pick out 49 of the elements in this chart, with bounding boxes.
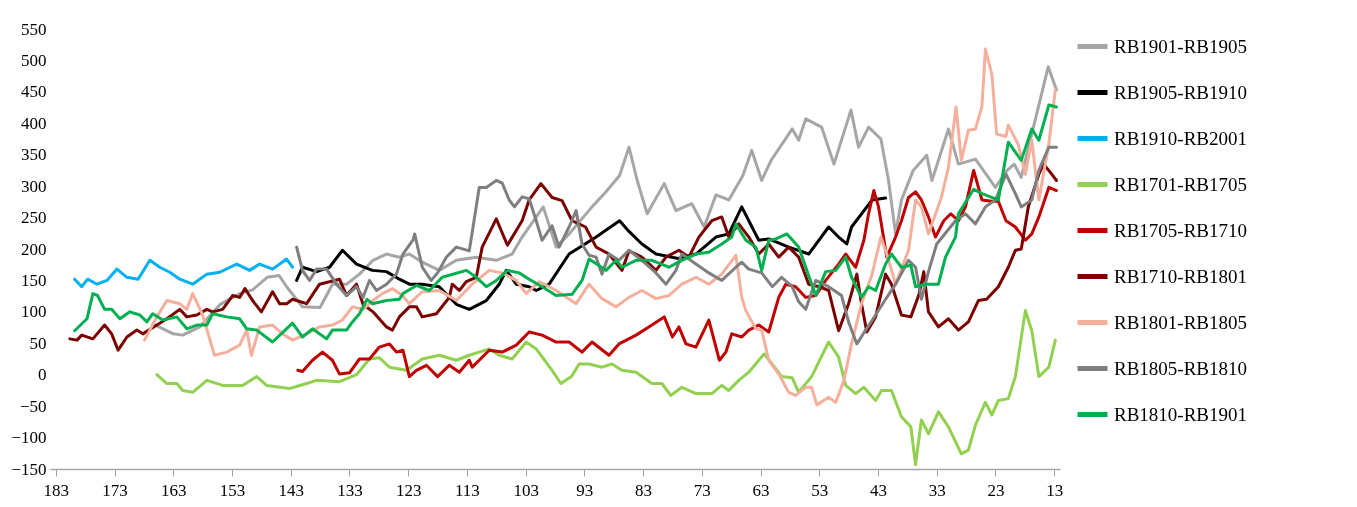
x-tick-label: 143 xyxy=(278,480,305,500)
legend-label: RB1701-RB1705 xyxy=(1114,173,1248,195)
y-tick-label: 50 xyxy=(29,333,47,353)
legend-label: RB1810-RB1901 xyxy=(1114,403,1248,425)
x-tick-label: 113 xyxy=(454,480,480,500)
x-tick-label: 83 xyxy=(635,480,653,500)
legend-label: RB1901-RB1905 xyxy=(1114,35,1248,57)
legend-label: RB1710-RB1801 xyxy=(1114,265,1248,287)
x-tick-label: 43 xyxy=(869,480,887,500)
x-tick-label: 163 xyxy=(161,480,187,500)
legend-label: RB1905-RB1910 xyxy=(1114,81,1248,103)
line-series xyxy=(296,168,1058,379)
y-tick-label: 400 xyxy=(21,113,47,133)
y-tick-label: 250 xyxy=(21,208,47,228)
y-tick-label: 350 xyxy=(21,145,47,165)
legend-label: RB1910-RB2001 xyxy=(1114,127,1248,149)
y-tick-label: 150 xyxy=(21,270,47,290)
y-tick-label: 550 xyxy=(21,19,47,39)
y-tick-label: −150 xyxy=(11,459,47,479)
x-tick-label: 153 xyxy=(219,480,246,500)
legend-label: RB1705-RB1710 xyxy=(1114,219,1248,241)
y-tick-label: −50 xyxy=(19,396,47,416)
x-tick-label: 13 xyxy=(1046,480,1064,500)
x-tick-label: 123 xyxy=(395,480,422,500)
y-tick-label: 200 xyxy=(21,239,47,259)
y-tick-label: 100 xyxy=(21,302,47,322)
y-tick-label: 500 xyxy=(21,50,47,70)
x-tick-label: 173 xyxy=(102,480,128,500)
legend-label: RB1805-RB1810 xyxy=(1114,357,1248,379)
y-tick-label: 300 xyxy=(21,176,47,196)
x-tick-label: 23 xyxy=(987,480,1005,500)
y-tick-label: 450 xyxy=(21,82,47,102)
x-tick-label: 133 xyxy=(337,480,363,500)
line-series xyxy=(143,47,1057,407)
x-tick-label: 33 xyxy=(928,480,946,500)
x-tick-label: 183 xyxy=(43,480,70,500)
line-series xyxy=(151,65,1058,337)
x-tick-label: 93 xyxy=(576,480,594,500)
y-tick-label: −100 xyxy=(11,428,47,448)
line-series xyxy=(73,257,295,289)
y-tick-label: 0 xyxy=(38,365,47,385)
line-series xyxy=(73,103,1058,344)
line-series xyxy=(295,145,1058,346)
x-tick-label: 103 xyxy=(513,480,539,500)
x-tick-label: 63 xyxy=(752,480,770,500)
x-tick-label: 53 xyxy=(811,480,829,500)
line-series xyxy=(155,309,1057,467)
legend-label: RB1801-RB1805 xyxy=(1114,311,1248,333)
x-tick-label: 73 xyxy=(693,480,711,500)
